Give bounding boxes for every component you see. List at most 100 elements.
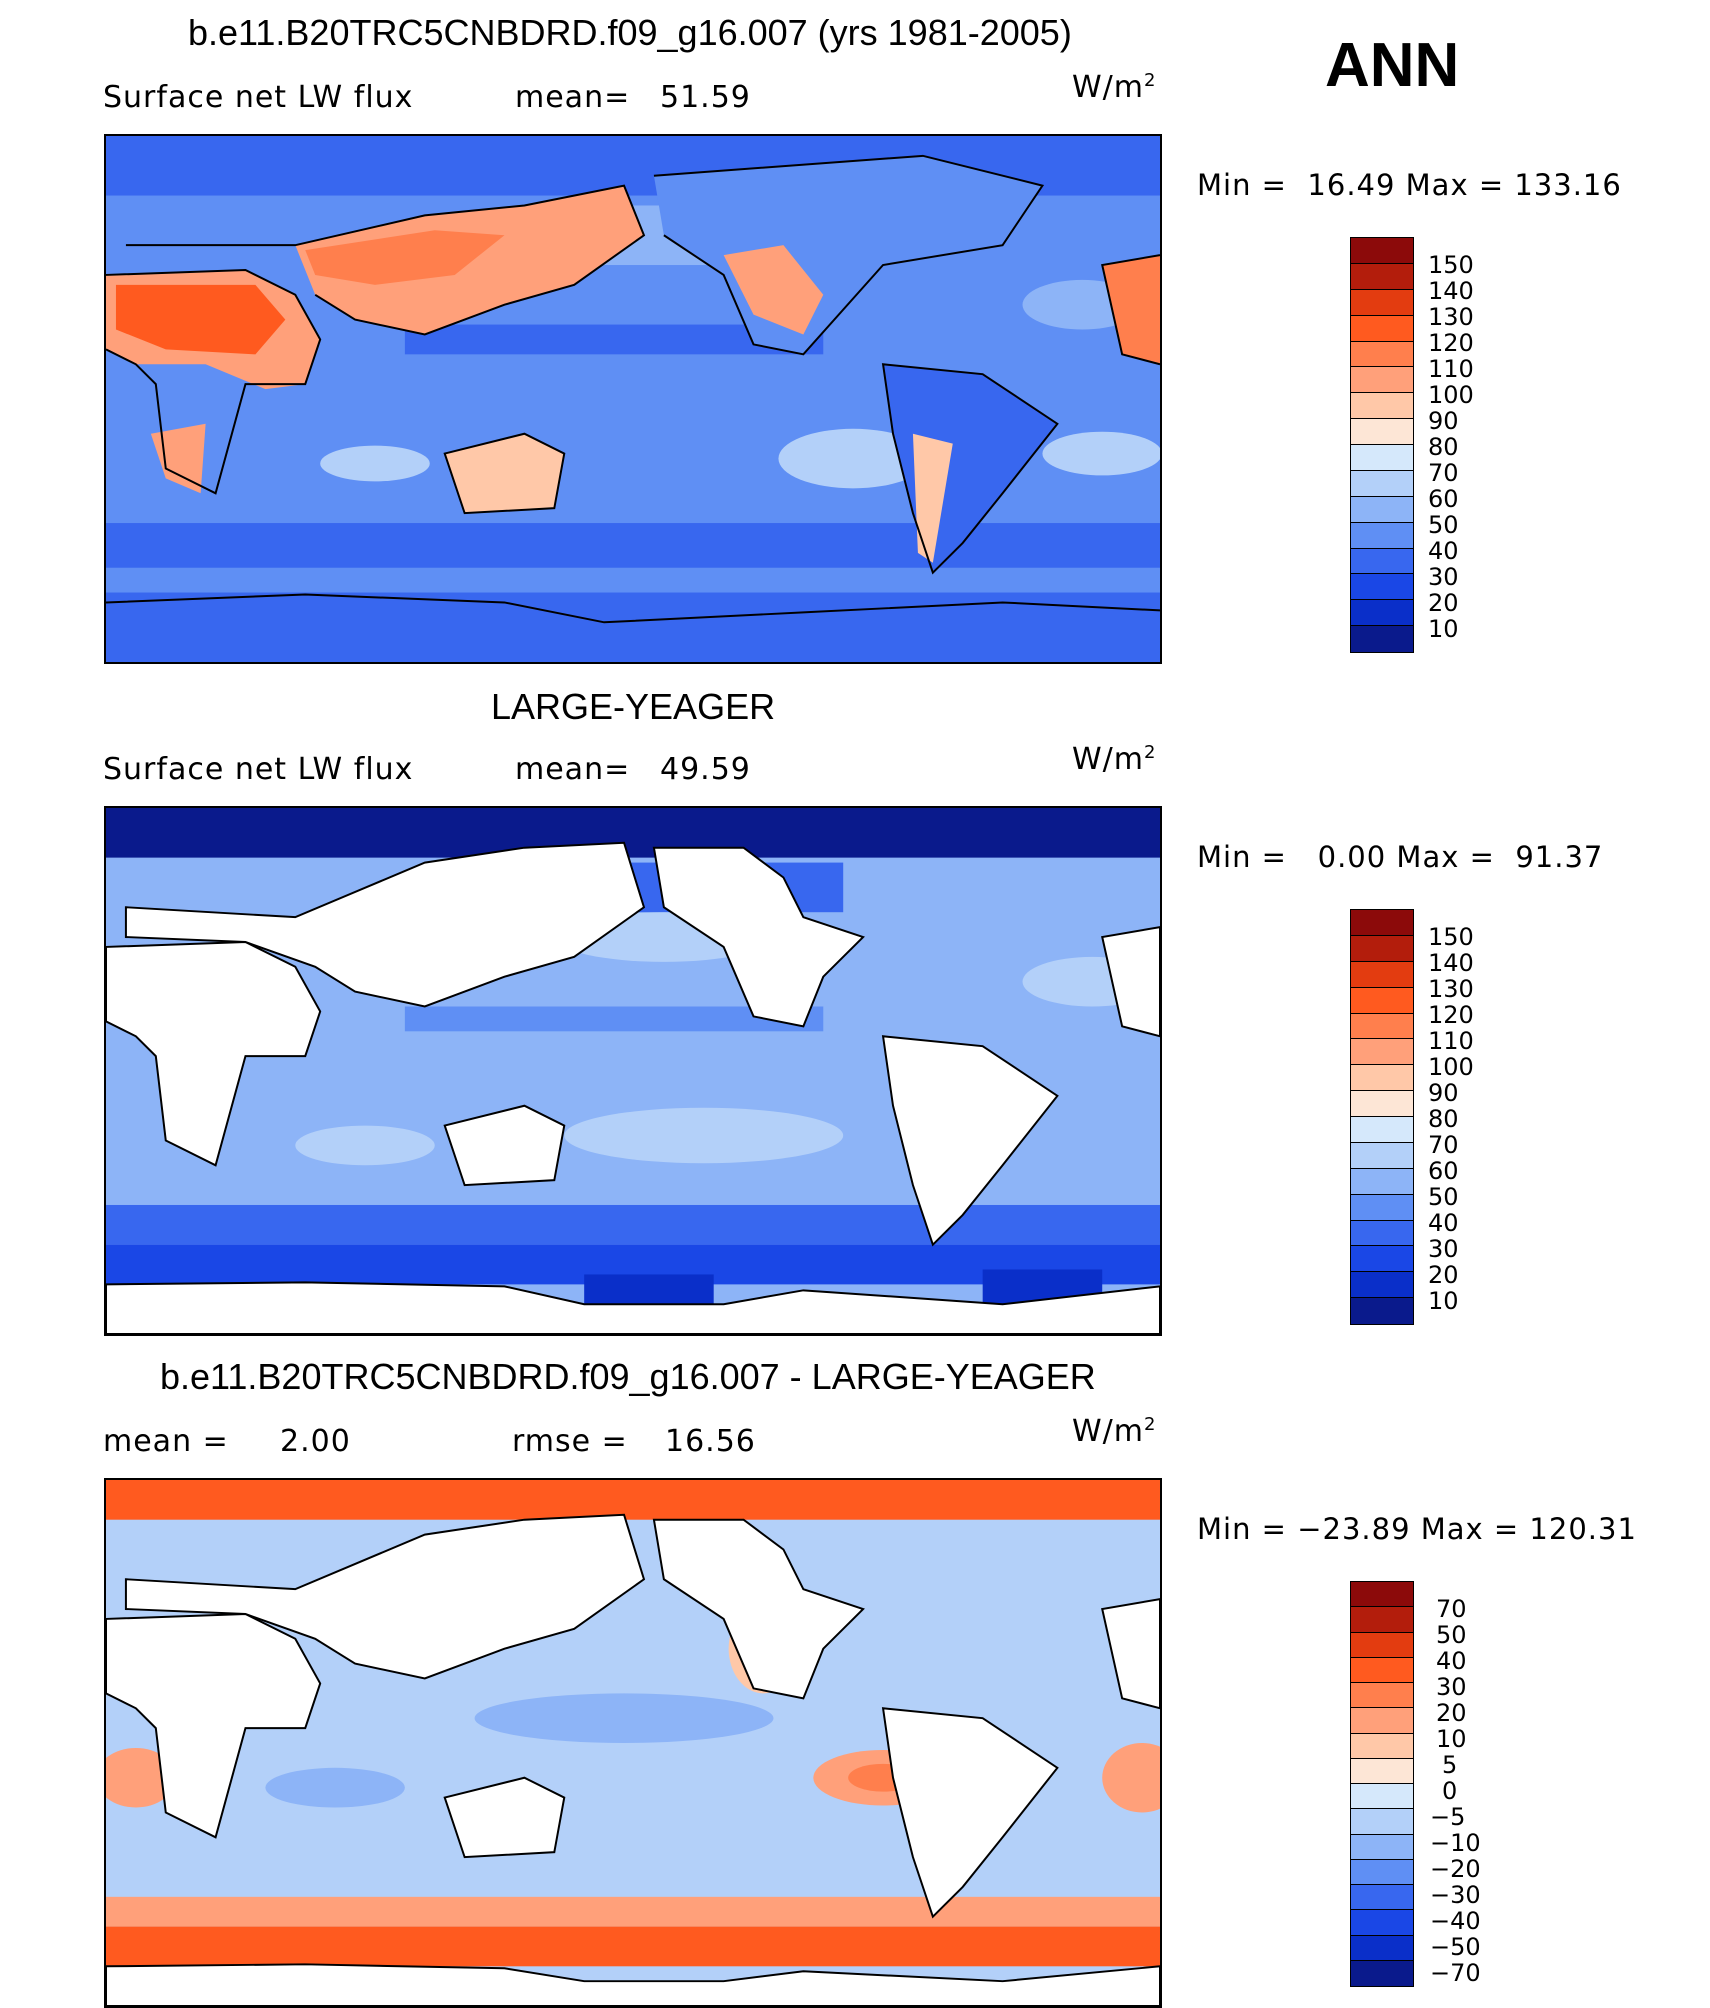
panel1-map xyxy=(104,134,1162,664)
cb3-swatch-12 xyxy=(1351,1885,1413,1911)
cb2-swatch-3 xyxy=(1351,987,1413,1014)
cb2-label-8: 70 xyxy=(1428,1131,1459,1159)
cb3-label-5: 10 xyxy=(1436,1725,1467,1753)
cb1-label-2: 130 xyxy=(1428,303,1474,331)
p3-south-indian-anom xyxy=(265,1767,405,1808)
cb1-label-5: 100 xyxy=(1428,381,1474,409)
p3-land-australia xyxy=(443,1776,566,1859)
cb3-label-11: −30 xyxy=(1430,1881,1481,1909)
cb2-swatch-14 xyxy=(1351,1272,1413,1299)
panel1-min-max: Min = 16.49 Max = 133.16 xyxy=(1197,168,1622,202)
season-label: ANN xyxy=(1325,31,1460,100)
cb2-swatch-0 xyxy=(1351,910,1413,936)
cb1-swatch-1 xyxy=(1351,263,1413,290)
p2-land-south-america xyxy=(881,1035,1059,1247)
p1-west-africa-hot xyxy=(1102,255,1160,365)
cb3-swatch-13 xyxy=(1351,1910,1413,1936)
panel3-colorbar-box xyxy=(1350,1581,1414,1987)
cb3-swatch-15 xyxy=(1351,1960,1413,1986)
panel3-rmse-value: 16.56 xyxy=(665,1424,756,1459)
p3-arctic-band xyxy=(106,1480,1160,1520)
panel3-mean-value: 2.00 xyxy=(280,1424,351,1459)
panel1-mean-label: mean= xyxy=(515,80,631,115)
cb2-label-6: 90 xyxy=(1428,1079,1459,1107)
cb3-label-13: −50 xyxy=(1430,1933,1481,1961)
cb2-label-0: 150 xyxy=(1428,923,1474,951)
cb1-label-7: 80 xyxy=(1428,433,1459,461)
cb3-label-9: −10 xyxy=(1430,1829,1481,1857)
panel1-colorbar-box xyxy=(1350,237,1414,653)
cb3-swatch-2 xyxy=(1351,1632,1413,1658)
cb2-swatch-9 xyxy=(1351,1142,1413,1169)
panel3-map xyxy=(104,1478,1162,2008)
cb2-swatch-10 xyxy=(1351,1168,1413,1195)
cb3-label-12: −40 xyxy=(1430,1907,1481,1935)
panel3-rmse-label: rmse = xyxy=(512,1424,628,1459)
p1-coast-australia xyxy=(443,432,566,515)
p3-land-africa xyxy=(106,1612,322,1839)
cb1-label-12: 30 xyxy=(1428,563,1459,591)
cb3-label-7: 0 xyxy=(1442,1777,1458,1805)
p2-southern-ocean-dark xyxy=(106,1204,1160,1245)
cb1-swatch-8 xyxy=(1351,445,1413,471)
cb2-swatch-11 xyxy=(1351,1194,1413,1221)
p1-subtropical-high-sa xyxy=(1042,431,1160,476)
panel3-min-max: Min = −23.89 Max = 120.31 xyxy=(1197,1512,1637,1546)
panel2-mean-label: mean= xyxy=(515,752,631,787)
cb3-label-4: 20 xyxy=(1436,1699,1467,1727)
panel2-map xyxy=(104,806,1162,1336)
panel2-min-max: Min = 0.00 Max = 91.37 xyxy=(1197,840,1604,874)
cb3-swatch-4 xyxy=(1351,1683,1413,1709)
p3-indian-anom xyxy=(106,1747,176,1808)
cb2-swatch-4 xyxy=(1351,1013,1413,1040)
p1-andes-warm xyxy=(912,433,953,563)
p1-australia-land xyxy=(444,433,565,514)
panel2-title: LARGE-YEAGER xyxy=(491,686,776,727)
cb2-swatch-8 xyxy=(1351,1117,1413,1143)
cb2-label-14: 10 xyxy=(1428,1287,1459,1315)
cb1-swatch-2 xyxy=(1351,289,1413,316)
cb1-swatch-11 xyxy=(1351,522,1413,549)
panel2-colorbar: 150 140 130 120 110 100 90 80 70 60 50 4… xyxy=(1350,909,1490,1329)
cb2-label-3: 120 xyxy=(1428,1001,1474,1029)
p1-coast-africa xyxy=(106,268,322,495)
cb3-label-14: −70 xyxy=(1430,1959,1481,1987)
panel2-variable-label: Surface net LW flux xyxy=(103,752,414,787)
cb2-label-10: 50 xyxy=(1428,1183,1459,1211)
cb1-label-13: 20 xyxy=(1428,589,1459,617)
cb3-swatch-7 xyxy=(1351,1758,1413,1784)
p2-south-indian-light xyxy=(295,1125,435,1166)
cb2-swatch-15 xyxy=(1351,1298,1413,1324)
p1-south-africa-warm xyxy=(150,423,206,494)
cb2-label-11: 40 xyxy=(1428,1209,1459,1237)
p3-land-eurasia xyxy=(124,1513,646,1680)
cb1-label-1: 140 xyxy=(1428,277,1474,305)
p2-ross-sea-ice xyxy=(584,1274,714,1305)
cb1-swatch-15 xyxy=(1351,626,1413,652)
cb2-label-5: 100 xyxy=(1428,1053,1474,1081)
cb2-label-9: 60 xyxy=(1428,1157,1459,1185)
cb1-label-11: 40 xyxy=(1428,537,1459,565)
cb3-label-10: −20 xyxy=(1430,1855,1481,1883)
cb2-label-1: 140 xyxy=(1428,949,1474,977)
cb1-label-6: 90 xyxy=(1428,407,1459,435)
p1-coast-west-africa xyxy=(1101,254,1160,366)
cb2-swatch-13 xyxy=(1351,1246,1413,1273)
cb3-swatch-9 xyxy=(1351,1809,1413,1835)
cb1-label-3: 120 xyxy=(1428,329,1474,357)
p3-land-west-africa xyxy=(1101,1598,1160,1710)
cb1-swatch-3 xyxy=(1351,315,1413,342)
cb3-swatch-1 xyxy=(1351,1607,1413,1633)
cb2-label-7: 80 xyxy=(1428,1105,1459,1133)
cb2-swatch-1 xyxy=(1351,935,1413,962)
cb2-label-2: 130 xyxy=(1428,975,1474,1003)
cb1-swatch-6 xyxy=(1351,393,1413,420)
cb1-label-0: 150 xyxy=(1428,251,1474,279)
cb3-swatch-0 xyxy=(1351,1582,1413,1608)
p1-subtropical-high-sp xyxy=(778,428,928,489)
cb1-swatch-13 xyxy=(1351,574,1413,601)
cb3-label-6: 5 xyxy=(1442,1751,1458,1779)
p3-south-atlantic-anom xyxy=(1102,1743,1160,1813)
cb3-label-2: 40 xyxy=(1436,1647,1467,1675)
p1-southern-ocean-band xyxy=(106,523,1160,568)
